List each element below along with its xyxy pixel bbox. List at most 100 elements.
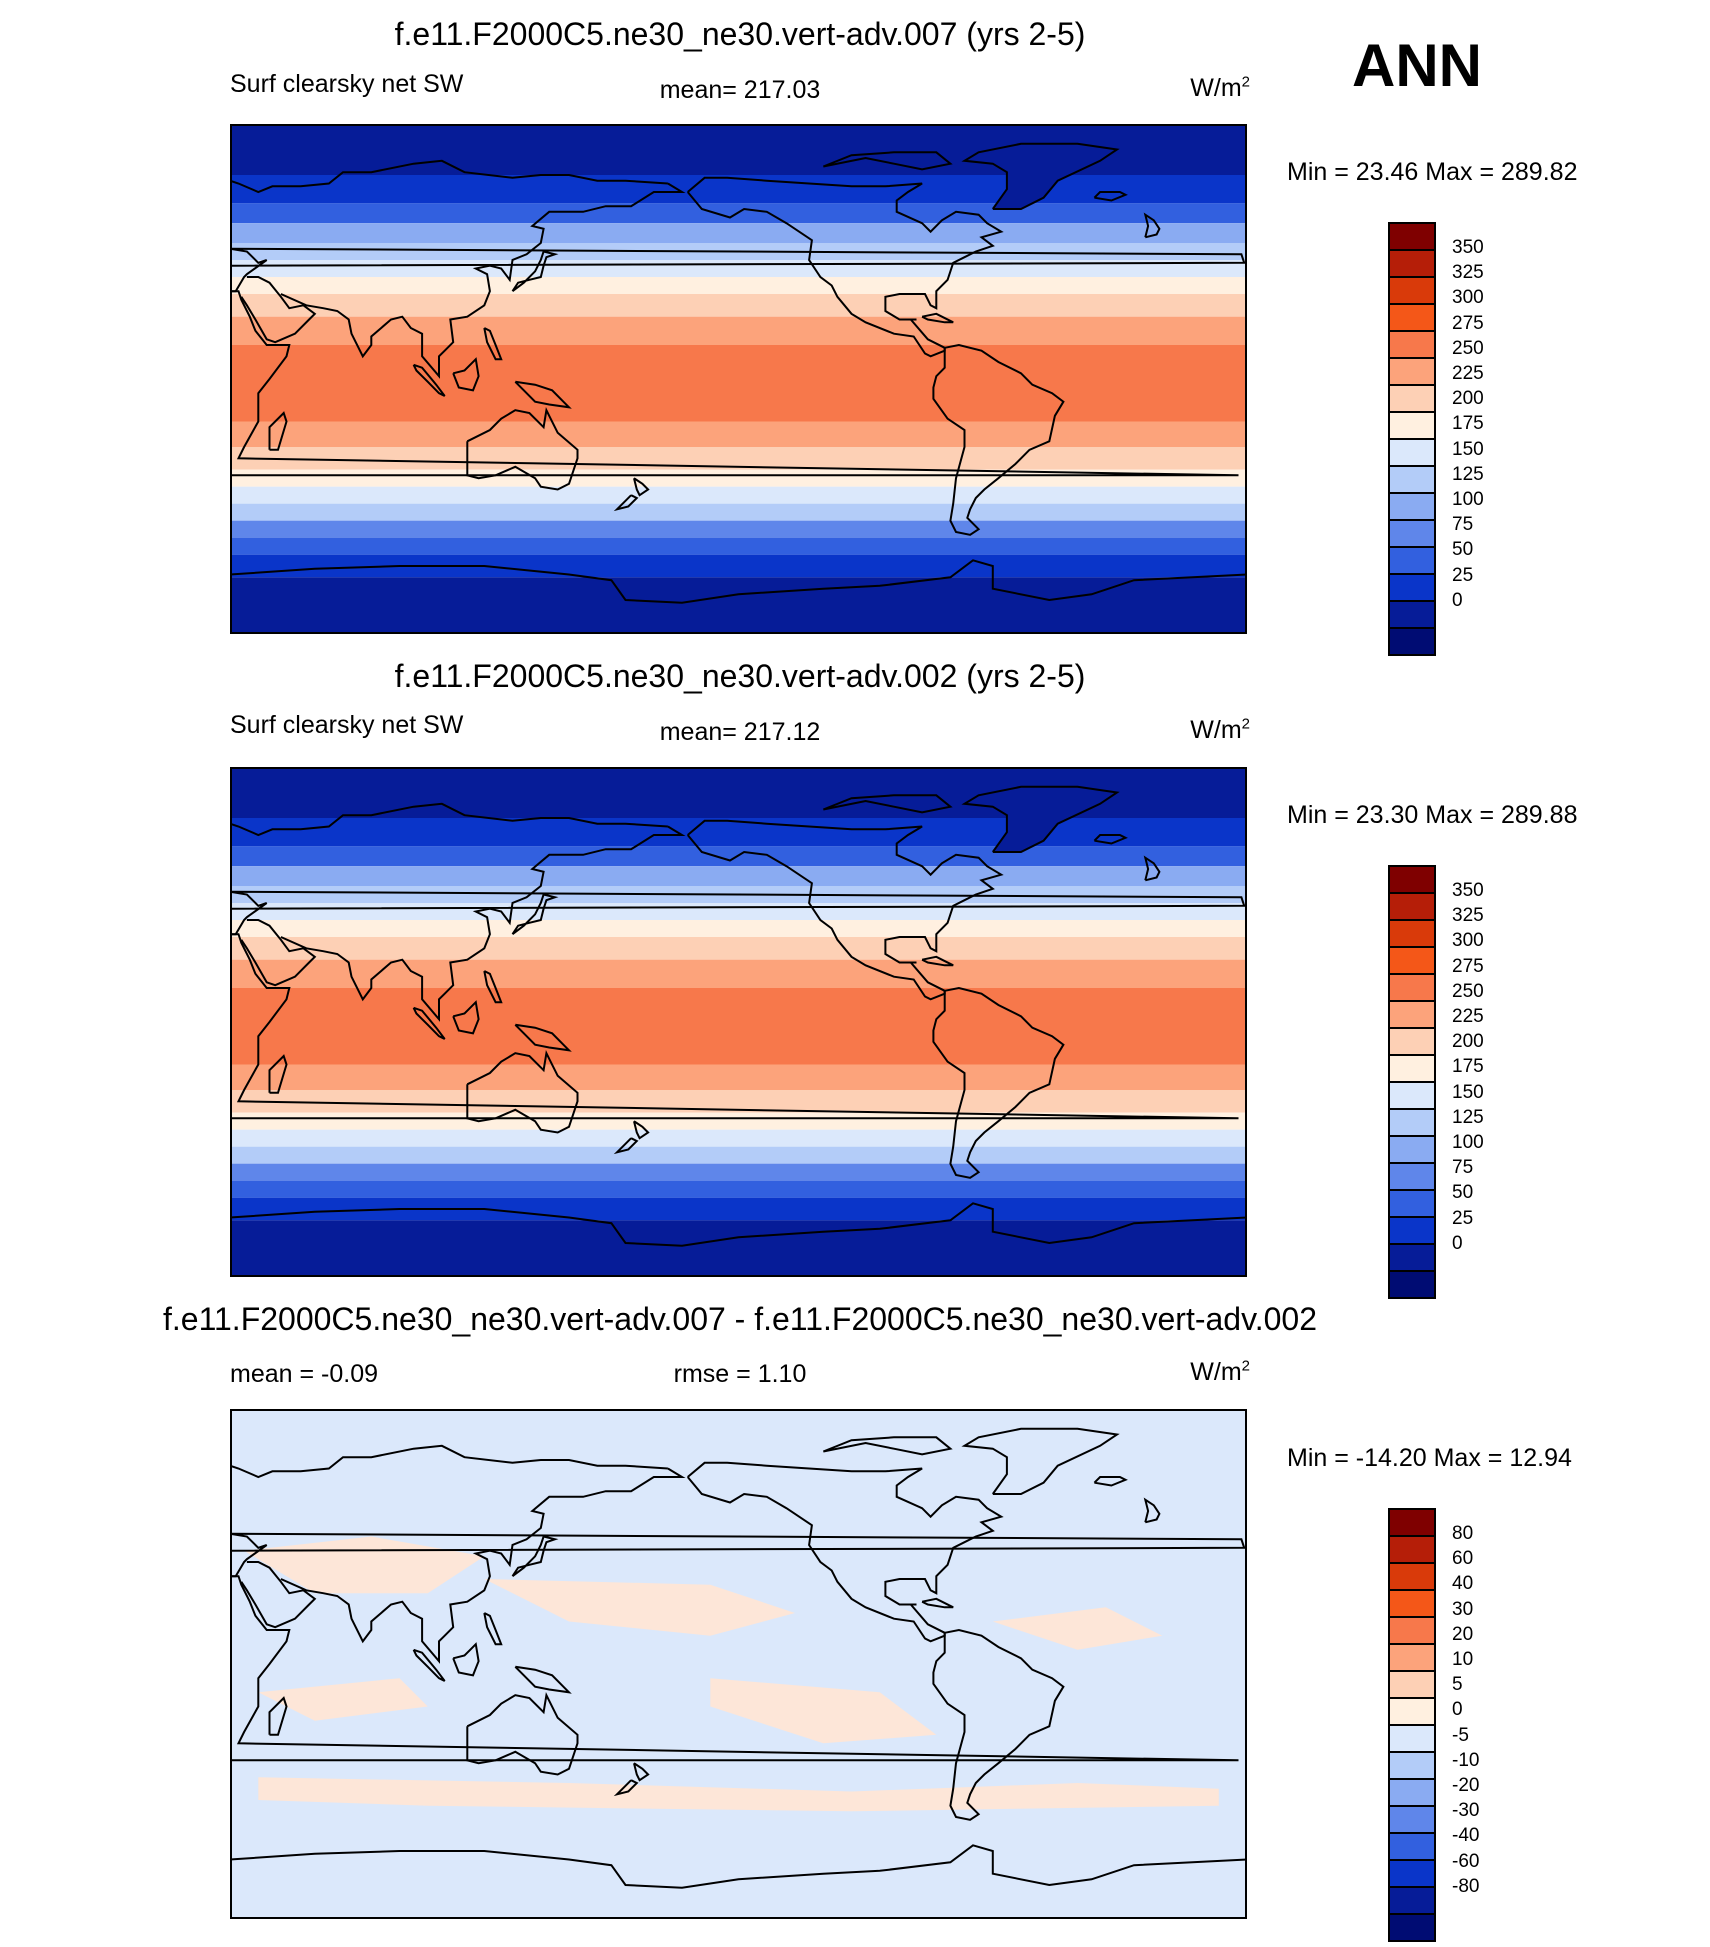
coastline-africa-east — [230, 1575, 1239, 1762]
colorbar-swatch — [1388, 357, 1436, 384]
coastline-greenland — [961, 142, 1120, 210]
colorbar-swatch — [1388, 1535, 1436, 1562]
coastline-borneo — [452, 1000, 480, 1035]
colorbar-swatch — [1388, 438, 1436, 465]
contour-band — [230, 223, 1247, 243]
contour-region — [710, 1678, 937, 1744]
colorbar-tick-label: 25 — [1452, 1207, 1474, 1229]
colorbar-swatch — [1388, 1589, 1436, 1616]
colorbar-tick-label: -40 — [1452, 1825, 1480, 1847]
colorbar-swatch — [1388, 946, 1436, 973]
colorbar-tick-label: -10 — [1452, 1749, 1480, 1771]
panel-title: f.e11.F2000C5.ne30_ne30.vert-adv.007 - f… — [163, 1301, 1317, 1337]
coastline-arctic-islands — [822, 151, 953, 171]
colorbar-tick-label: 325 — [1452, 262, 1484, 284]
coastline-japan — [511, 1535, 559, 1577]
contour-band — [230, 1180, 1247, 1198]
rmse-label: rmse = 1.10 — [673, 1360, 807, 1388]
contour-band — [230, 1090, 1247, 1113]
colorbar-tick-label: 125 — [1452, 1106, 1484, 1128]
coastline-iceland — [1093, 834, 1128, 845]
coastline-arctic-islands — [822, 1436, 953, 1456]
coastline-asia-south — [280, 825, 686, 1022]
coastline-africa-east — [230, 290, 1239, 477]
coastline-new-guinea — [514, 380, 572, 409]
colorbar-swatch — [1388, 973, 1436, 1000]
colorbar-3 — [1388, 1508, 1436, 1942]
colorbar-swatch — [1388, 1270, 1436, 1299]
contour-band — [230, 345, 1247, 422]
contour-band — [230, 537, 1247, 555]
colorbar-swatch — [1388, 865, 1436, 892]
coastline-australia — [466, 406, 579, 491]
coastline-sumatra — [412, 1648, 446, 1682]
colorbar-tick-label: 0 — [1452, 1699, 1463, 1721]
coastline-antarctic — [230, 1202, 1247, 1247]
colorbar-tick-label: -80 — [1452, 1875, 1480, 1897]
coastline-sumatra — [412, 1006, 446, 1040]
colorbar-swatch — [1388, 492, 1436, 519]
coastline-north-america — [686, 819, 1004, 1001]
colorbar-swatch — [1388, 1913, 1436, 1942]
season-label: ANN — [1352, 32, 1482, 99]
contour-band — [230, 486, 1247, 504]
contour-band — [230, 294, 1247, 317]
contour-band — [230, 818, 1247, 847]
coastline-cuba — [921, 955, 954, 967]
colorbar-tick-label: 40 — [1452, 1573, 1474, 1595]
contour-band — [230, 1064, 1247, 1090]
contour-region — [258, 1678, 428, 1721]
coastline-south-america — [932, 343, 1065, 536]
coastline-arctic-islands — [822, 794, 953, 814]
coastline-north-america — [686, 1461, 1004, 1643]
colorbar-swatch — [1388, 1081, 1436, 1108]
colorbar-tick-label: 125 — [1452, 463, 1484, 485]
coastline-australia — [466, 1049, 579, 1134]
contour-region — [964, 786, 1117, 852]
colorbar-swatch — [1388, 1724, 1436, 1751]
colorbar-swatch — [1388, 1886, 1436, 1913]
contour-band — [230, 447, 1247, 470]
colorbar-swatch — [1388, 573, 1436, 600]
colorbar-swatch — [1388, 1751, 1436, 1778]
coastline-nz-south — [613, 1779, 639, 1797]
coastline-borneo — [452, 1642, 480, 1677]
contour-region — [964, 143, 1117, 209]
coastline-sumatra — [412, 363, 446, 397]
colorbar-swatch — [1388, 1054, 1436, 1081]
colorbar-tick-label: 5 — [1452, 1674, 1463, 1696]
colorbar-tick-label: 350 — [1452, 880, 1484, 901]
colorbar-swatch — [1388, 1027, 1436, 1054]
colorbar-swatch — [1388, 627, 1436, 656]
coastline-nz-north — [633, 1120, 650, 1140]
contour-band — [230, 277, 1247, 294]
map-panel-3 — [230, 1409, 1247, 1919]
contour-region — [258, 1777, 1219, 1812]
coastline-cuba — [921, 1597, 954, 1609]
coastline-madagascar — [268, 1054, 288, 1094]
colorbar-tick-label: 275 — [1452, 312, 1484, 334]
coastline-africa-east — [230, 933, 1239, 1120]
colorbar-tick-label: 25 — [1452, 564, 1474, 586]
colorbar-tick-label: 60 — [1452, 1548, 1474, 1570]
contour-band — [230, 988, 1247, 1065]
coastline-asia-north — [230, 1444, 668, 1479]
min-max-label: Min = 23.46 Max = 289.82 — [1287, 158, 1578, 186]
colorbar-tick-label: 250 — [1452, 980, 1484, 1002]
coastline-asia-north — [230, 802, 668, 837]
contour-band — [230, 175, 1247, 204]
colorbar-tick-label: 275 — [1452, 955, 1484, 977]
coastline-japan — [511, 250, 559, 292]
colorbar-tick-label: 175 — [1452, 413, 1484, 435]
contour-band — [230, 1409, 1247, 1919]
mean-label: mean= 217.12 — [659, 718, 821, 746]
colorbar-tick-label: 80 — [1452, 1523, 1474, 1544]
colorbar-swatch — [1388, 1243, 1436, 1270]
coastline-iceland — [1093, 191, 1128, 202]
colorbar-tick-label: 150 — [1452, 438, 1484, 460]
coastline-europe-africa-asia — [230, 890, 1246, 936]
contour-band — [230, 503, 1247, 521]
contour-band — [230, 1129, 1247, 1147]
contour-band — [230, 937, 1247, 960]
